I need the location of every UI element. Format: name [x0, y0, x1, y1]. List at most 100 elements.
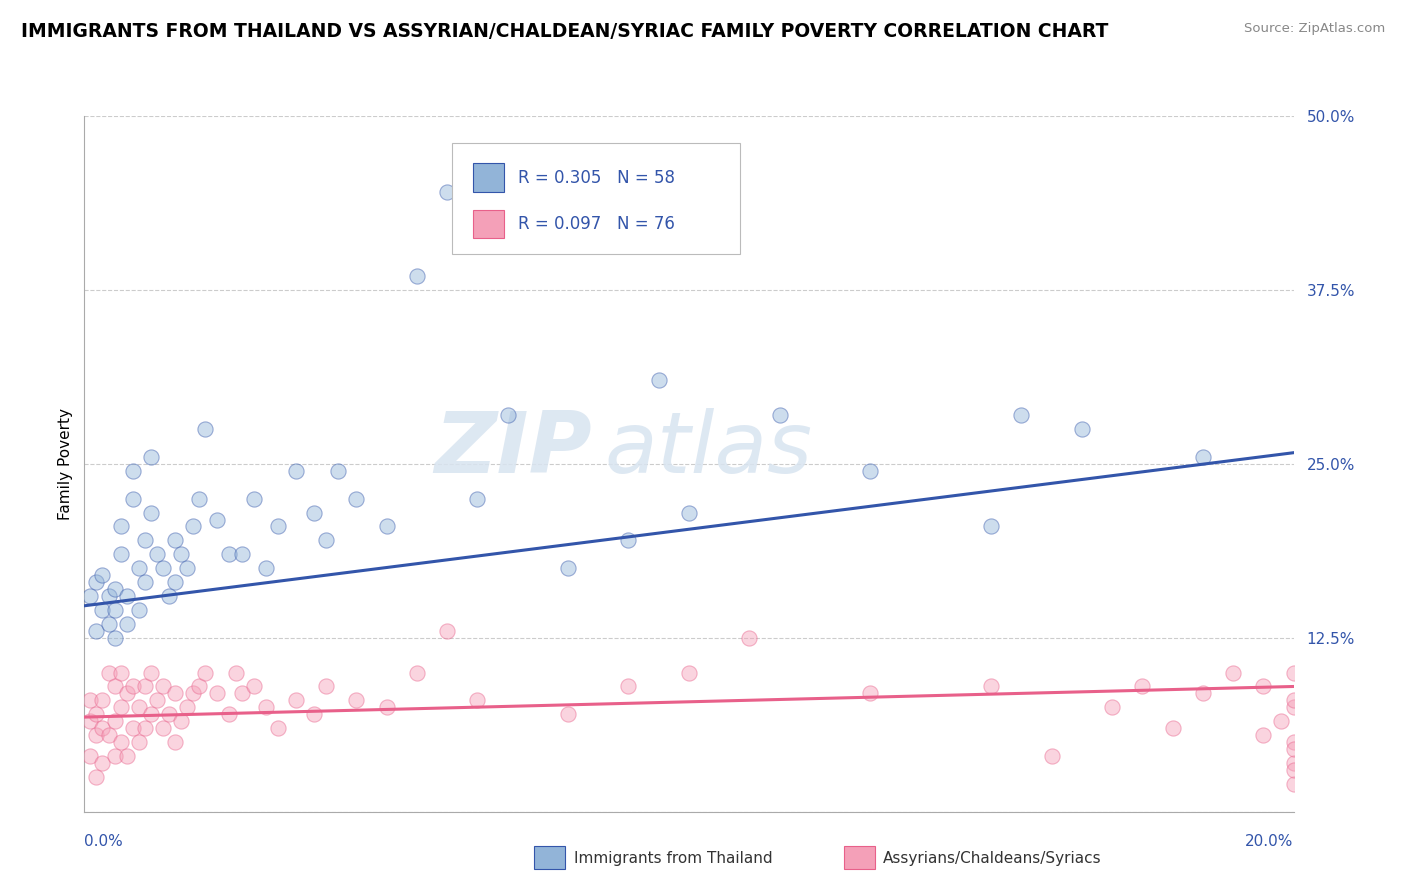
Point [128, 561, 150, 575]
Point [110, 519, 132, 533]
Point [181, 686, 204, 700]
Point [207, 686, 229, 700]
Point [128, 603, 150, 617]
Point [1282, 665, 1305, 680]
Point [242, 680, 264, 694]
Point [1191, 686, 1213, 700]
Point [859, 464, 882, 478]
Point [97, 589, 120, 603]
Point [134, 533, 156, 548]
Point [1130, 680, 1153, 694]
Point [254, 561, 277, 575]
Point [104, 582, 127, 596]
Text: ZIP: ZIP [434, 409, 592, 491]
Point [121, 680, 143, 694]
Point [980, 680, 1002, 694]
Point [91, 721, 114, 735]
Point [859, 686, 882, 700]
Point [617, 680, 640, 694]
Point [121, 464, 143, 478]
Point [1251, 680, 1274, 694]
Text: Source: ZipAtlas.com: Source: ZipAtlas.com [1244, 22, 1385, 36]
Point [346, 491, 368, 506]
Point [1282, 700, 1305, 714]
Point [1222, 665, 1244, 680]
Point [302, 506, 325, 520]
Point [115, 749, 138, 764]
Point [86, 575, 108, 590]
Text: IMMIGRANTS FROM THAILAND VS ASSYRIAN/CHALDEAN/SYRIAC FAMILY POVERTY CORRELATION : IMMIGRANTS FROM THAILAND VS ASSYRIAN/CHA… [21, 22, 1108, 41]
Point [146, 547, 169, 561]
Point [1282, 756, 1305, 770]
Point [496, 408, 519, 422]
Point [315, 680, 337, 694]
Point [315, 533, 337, 548]
Text: Immigrants from Thailand: Immigrants from Thailand [574, 851, 772, 865]
Point [436, 186, 458, 200]
Point [1282, 693, 1305, 707]
Point [163, 575, 186, 590]
Point [406, 665, 429, 680]
Point [134, 721, 156, 735]
Point [163, 735, 186, 749]
Point [181, 519, 204, 533]
Point [1161, 721, 1184, 735]
Point [86, 728, 108, 742]
Point [1270, 714, 1292, 729]
Point [176, 700, 198, 714]
Point [152, 561, 174, 575]
Point [207, 512, 229, 526]
Point [97, 665, 120, 680]
Point [157, 589, 180, 603]
Text: atlas: atlas [605, 409, 813, 491]
Point [79, 693, 101, 707]
Point [86, 624, 108, 638]
Point [97, 728, 120, 742]
Point [134, 575, 156, 590]
Point [188, 680, 211, 694]
Point [647, 373, 671, 387]
Point [467, 693, 489, 707]
Point [980, 519, 1002, 533]
Point [678, 506, 700, 520]
Point [1040, 749, 1063, 764]
Point [128, 700, 150, 714]
Point [284, 464, 308, 478]
Point [163, 533, 186, 548]
Point [79, 714, 101, 729]
Point [104, 680, 127, 694]
Text: Assyrians/Chaldeans/Syriacs: Assyrians/Chaldeans/Syriacs [883, 851, 1101, 865]
Point [170, 547, 193, 561]
Point [110, 735, 132, 749]
Point [557, 561, 579, 575]
Point [1071, 422, 1094, 436]
Point [254, 700, 277, 714]
Point [128, 735, 150, 749]
Text: 20.0%: 20.0% [1246, 834, 1294, 849]
Point [436, 624, 458, 638]
Point [375, 519, 398, 533]
Point [302, 707, 325, 722]
Point [1101, 700, 1123, 714]
Point [134, 680, 156, 694]
Text: R = 0.305   N = 58: R = 0.305 N = 58 [519, 169, 675, 186]
Point [1282, 777, 1305, 791]
Point [1282, 742, 1305, 756]
Point [406, 268, 429, 283]
Point [1251, 728, 1274, 742]
Point [231, 547, 253, 561]
Point [115, 589, 138, 603]
Point [769, 408, 792, 422]
Point [678, 665, 700, 680]
Text: 0.0%: 0.0% [84, 834, 124, 849]
Point [176, 561, 198, 575]
Point [91, 603, 114, 617]
Point [617, 533, 640, 548]
Point [231, 686, 253, 700]
Point [225, 665, 247, 680]
Point [86, 707, 108, 722]
Point [104, 603, 127, 617]
Point [121, 491, 143, 506]
Point [557, 707, 579, 722]
Point [146, 693, 169, 707]
